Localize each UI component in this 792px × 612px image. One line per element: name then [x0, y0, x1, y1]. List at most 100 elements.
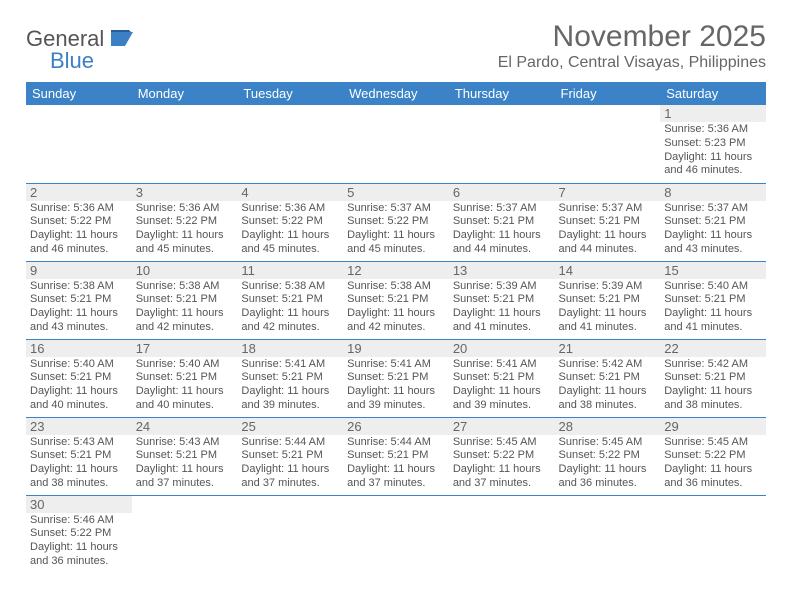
day-number: 6 — [449, 184, 555, 201]
day-info-line: and 36 minutes. — [30, 555, 128, 569]
day-info-line: Sunset: 5:21 PM — [347, 449, 445, 463]
day-info-line: Sunset: 5:21 PM — [347, 371, 445, 385]
day-info-line: Sunrise: 5:41 AM — [453, 358, 551, 372]
day-number: 1 — [660, 105, 766, 122]
day-cell: 26Sunrise: 5:44 AMSunset: 5:21 PMDayligh… — [343, 417, 449, 495]
day-info-line: Daylight: 11 hours — [241, 229, 339, 243]
day-cell: 1Sunrise: 5:36 AMSunset: 5:23 PMDaylight… — [660, 105, 766, 183]
day-info-line: and 44 minutes. — [559, 243, 657, 257]
day-info-line: Daylight: 11 hours — [30, 385, 128, 399]
day-info-line: Sunset: 5:21 PM — [241, 449, 339, 463]
day-number: 14 — [555, 262, 661, 279]
day-info-line: Sunset: 5:21 PM — [453, 293, 551, 307]
day-info-line: Sunset: 5:21 PM — [30, 371, 128, 385]
day-info-line: and 38 minutes. — [664, 399, 762, 413]
day-info-line: Sunrise: 5:37 AM — [347, 202, 445, 216]
day-number: 27 — [449, 418, 555, 435]
day-number: 13 — [449, 262, 555, 279]
day-info-line: Sunrise: 5:45 AM — [664, 436, 762, 450]
day-cell: 13Sunrise: 5:39 AMSunset: 5:21 PMDayligh… — [449, 261, 555, 339]
day-cell: 12Sunrise: 5:38 AMSunset: 5:21 PMDayligh… — [343, 261, 449, 339]
day-info-line: Sunset: 5:21 PM — [136, 449, 234, 463]
day-number: 11 — [237, 262, 343, 279]
day-info-line: Daylight: 11 hours — [136, 463, 234, 477]
day-cell: 14Sunrise: 5:39 AMSunset: 5:21 PMDayligh… — [555, 261, 661, 339]
day-number: 30 — [26, 496, 132, 513]
day-info-line: Sunset: 5:22 PM — [453, 449, 551, 463]
day-cell: 4Sunrise: 5:36 AMSunset: 5:22 PMDaylight… — [237, 183, 343, 261]
day-info-line: Sunrise: 5:41 AM — [347, 358, 445, 372]
day-info-line: Sunset: 5:22 PM — [30, 527, 128, 541]
day-info-line: Sunrise: 5:41 AM — [241, 358, 339, 372]
day-info-line: Daylight: 11 hours — [559, 229, 657, 243]
day-info-line: Daylight: 11 hours — [241, 307, 339, 321]
day-header-row: SundayMondayTuesdayWednesdayThursdayFrid… — [26, 82, 766, 105]
day-cell — [555, 495, 661, 573]
day-number: 18 — [237, 340, 343, 357]
table-row: 23Sunrise: 5:43 AMSunset: 5:21 PMDayligh… — [26, 417, 766, 495]
day-info-line: Sunset: 5:22 PM — [136, 215, 234, 229]
day-info-line: and 43 minutes. — [30, 321, 128, 335]
day-info-line: and 46 minutes. — [664, 164, 762, 178]
day-info-line: Sunset: 5:21 PM — [664, 371, 762, 385]
day-info-line: Daylight: 11 hours — [136, 307, 234, 321]
day-info-line: Sunrise: 5:44 AM — [241, 436, 339, 450]
day-number: 7 — [555, 184, 661, 201]
day-cell — [132, 495, 238, 573]
logo-flag-icon — [111, 30, 133, 51]
table-row: 2Sunrise: 5:36 AMSunset: 5:22 PMDaylight… — [26, 183, 766, 261]
day-info-line: Daylight: 11 hours — [347, 463, 445, 477]
day-info-line: and 44 minutes. — [453, 243, 551, 257]
day-header: Thursday — [449, 82, 555, 105]
day-info-line: Sunset: 5:22 PM — [347, 215, 445, 229]
day-cell — [449, 105, 555, 183]
day-cell — [132, 105, 238, 183]
day-info-line: Sunrise: 5:40 AM — [136, 358, 234, 372]
day-info-line: and 40 minutes. — [136, 399, 234, 413]
logo: General Blue — [26, 20, 133, 74]
day-info-line: Sunrise: 5:40 AM — [30, 358, 128, 372]
day-cell: 28Sunrise: 5:45 AMSunset: 5:22 PMDayligh… — [555, 417, 661, 495]
location-subtitle: El Pardo, Central Visayas, Philippines — [498, 54, 766, 72]
day-info-line: Sunrise: 5:38 AM — [30, 280, 128, 294]
day-info-line: Sunset: 5:21 PM — [559, 371, 657, 385]
day-info-line: and 42 minutes. — [241, 321, 339, 335]
day-cell: 15Sunrise: 5:40 AMSunset: 5:21 PMDayligh… — [660, 261, 766, 339]
day-info-line: Sunset: 5:21 PM — [664, 293, 762, 307]
day-header: Friday — [555, 82, 661, 105]
day-info-line: and 36 minutes. — [559, 477, 657, 491]
day-info-line: and 39 minutes. — [347, 399, 445, 413]
day-cell: 2Sunrise: 5:36 AMSunset: 5:22 PMDaylight… — [26, 183, 132, 261]
day-info-line: Sunrise: 5:38 AM — [136, 280, 234, 294]
day-info-line: Sunrise: 5:38 AM — [347, 280, 445, 294]
day-number: 23 — [26, 418, 132, 435]
day-info-line: Daylight: 11 hours — [664, 463, 762, 477]
day-info-line: Daylight: 11 hours — [136, 229, 234, 243]
day-info-line: and 42 minutes. — [347, 321, 445, 335]
day-cell: 10Sunrise: 5:38 AMSunset: 5:21 PMDayligh… — [132, 261, 238, 339]
day-info-line: Sunrise: 5:42 AM — [559, 358, 657, 372]
day-info-line: Daylight: 11 hours — [136, 385, 234, 399]
day-cell: 19Sunrise: 5:41 AMSunset: 5:21 PMDayligh… — [343, 339, 449, 417]
day-cell: 24Sunrise: 5:43 AMSunset: 5:21 PMDayligh… — [132, 417, 238, 495]
day-info-line: and 42 minutes. — [136, 321, 234, 335]
day-cell: 7Sunrise: 5:37 AMSunset: 5:21 PMDaylight… — [555, 183, 661, 261]
day-info-line: Daylight: 11 hours — [30, 229, 128, 243]
day-info-line: Sunrise: 5:36 AM — [241, 202, 339, 216]
day-number: 12 — [343, 262, 449, 279]
day-number: 10 — [132, 262, 238, 279]
day-cell — [555, 105, 661, 183]
title-block: November 2025 El Pardo, Central Visayas,… — [498, 20, 766, 72]
day-info-line: Sunrise: 5:36 AM — [30, 202, 128, 216]
day-number: 3 — [132, 184, 238, 201]
day-info-line: and 43 minutes. — [664, 243, 762, 257]
day-info-line: Daylight: 11 hours — [453, 307, 551, 321]
day-cell: 9Sunrise: 5:38 AMSunset: 5:21 PMDaylight… — [26, 261, 132, 339]
day-cell: 5Sunrise: 5:37 AMSunset: 5:22 PMDaylight… — [343, 183, 449, 261]
day-info-line: and 45 minutes. — [136, 243, 234, 257]
day-info-line: Sunset: 5:21 PM — [30, 449, 128, 463]
day-info-line: and 39 minutes. — [241, 399, 339, 413]
day-number: 4 — [237, 184, 343, 201]
day-info-line: Daylight: 11 hours — [241, 463, 339, 477]
day-info-line: Sunset: 5:22 PM — [559, 449, 657, 463]
